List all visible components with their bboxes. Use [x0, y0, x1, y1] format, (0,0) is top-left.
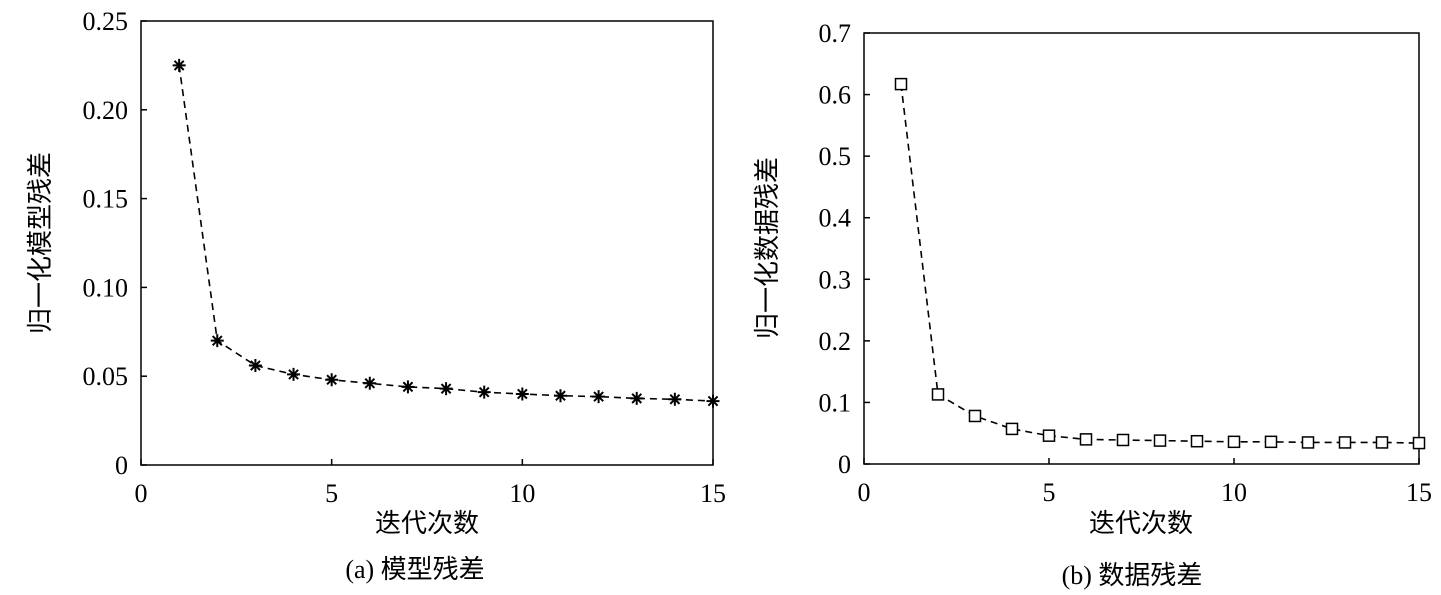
x-tick-label: 15: [700, 479, 726, 508]
y-tick-label: 0.3: [819, 265, 852, 294]
y-axis-label: 归一化模型残差: [26, 152, 55, 334]
y-tick-label: 0.25: [83, 7, 129, 36]
series-layer: [172, 58, 720, 408]
x-axis-label: 迭代次数: [1089, 509, 1193, 538]
y-tick-label: 0.7: [819, 19, 852, 48]
x-axis-label: 迭代次数: [375, 509, 479, 538]
data-point: [592, 390, 606, 404]
data-point: [668, 392, 682, 406]
data-point: [248, 359, 262, 373]
data-point: [553, 389, 567, 403]
data-point: [515, 387, 529, 401]
data-point: [172, 58, 186, 72]
y-tick-label: 0.05: [83, 362, 129, 391]
y-tick-label: 0: [115, 451, 128, 480]
data-point: [1042, 429, 1056, 442]
chart-panel-b: 0 5 10 15 0 0.1 0.2 0.3 0.4 0.5 0.6 0.7 迭代次数 归一化数据…: [753, 19, 1432, 590]
data-point: [1005, 422, 1019, 436]
data-point: [1412, 436, 1426, 450]
y-tick-label: 0.15: [83, 185, 129, 214]
data-point: [894, 77, 908, 91]
data-point: [477, 385, 491, 399]
data-point: [1079, 433, 1093, 446]
y-axis-ticks: 0 0.05 0.10 0.15 0.20 0.25: [83, 7, 147, 480]
data-point: [1301, 436, 1315, 449]
plot-frame: [140, 20, 714, 466]
data-point: [630, 391, 644, 405]
x-axis-ticks: 0 5 10 15: [135, 459, 726, 508]
data-point: [1338, 436, 1352, 449]
data-point: [1116, 433, 1130, 447]
series-line: [178, 65, 714, 402]
y-axis-label: 归一化数据残差: [753, 157, 782, 339]
data-point: [1190, 434, 1204, 448]
y-tick-label: 0.10: [83, 273, 129, 302]
y-tick-label: 0.2: [819, 327, 852, 356]
y-axis-ticks: 0 0.1 0.2 0.3 0.4 0.5 0.6 0.7: [819, 19, 870, 479]
x-tick-label: 10: [509, 479, 535, 508]
data-point: [325, 373, 339, 387]
x-tick-label: 5: [325, 479, 338, 508]
data-point: [1375, 436, 1389, 449]
panel-caption: (a) 模型残差: [345, 555, 484, 584]
data-point: [401, 380, 415, 394]
data-point: [1264, 435, 1278, 449]
plot-frame: [863, 32, 1420, 465]
panel-caption: (b) 数据残差: [1062, 561, 1203, 590]
y-tick-label: 0.5: [819, 142, 852, 171]
y-tick-label: 0.1: [819, 388, 852, 417]
x-tick-label: 15: [1406, 478, 1432, 507]
x-tick-label: 0: [135, 479, 148, 508]
data-point: [968, 409, 982, 423]
data-point: [1227, 435, 1241, 449]
series-layer: [894, 77, 1426, 450]
y-tick-label: 0.20: [83, 96, 129, 125]
data-point: [931, 388, 945, 401]
data-point: [287, 367, 301, 381]
y-tick-label: 0.4: [819, 204, 852, 233]
y-tick-label: 0.6: [819, 81, 852, 110]
data-point: [439, 382, 453, 396]
chart-panel-a: 0 5 10 15 0 0.05 0.10 0.15 0.20 0.25 迭代次数 归一化模型残…: [26, 7, 726, 584]
data-point: [1153, 434, 1167, 447]
data-point: [706, 394, 720, 408]
x-tick-label: 0: [858, 478, 871, 507]
series-line: [900, 84, 1420, 444]
x-tick-label: 10: [1221, 478, 1247, 507]
data-point: [363, 376, 377, 390]
x-axis-ticks: 0 5 10 15: [858, 458, 1432, 507]
data-point: [210, 334, 224, 348]
y-tick-label: 0: [838, 450, 851, 479]
x-tick-label: 5: [1043, 478, 1056, 507]
